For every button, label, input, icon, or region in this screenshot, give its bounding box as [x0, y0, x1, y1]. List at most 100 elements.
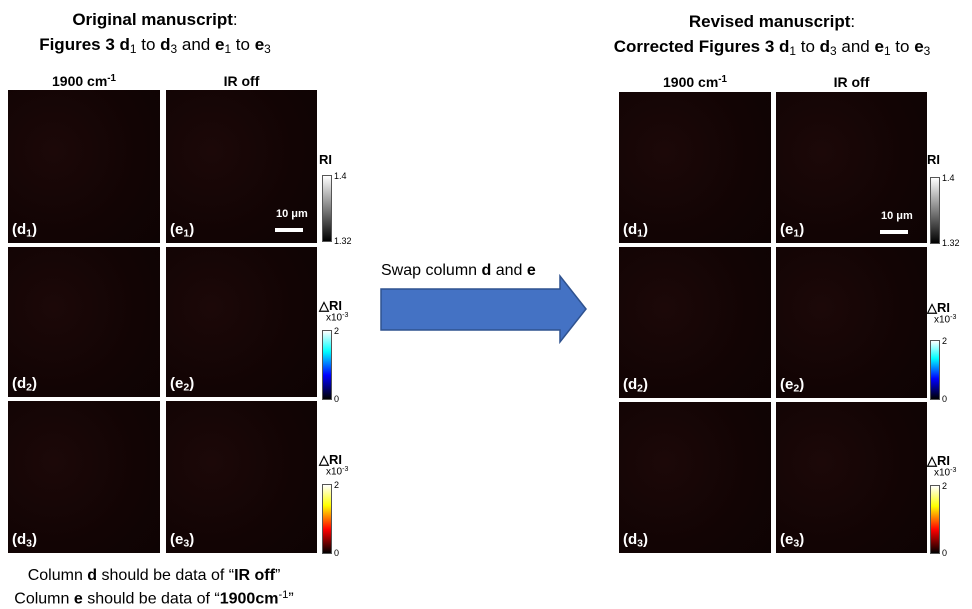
text-part: -3: [342, 466, 348, 473]
text-part: :: [850, 12, 855, 31]
text-part: Column: [28, 567, 88, 584]
text-part: 1900 cm: [52, 73, 107, 89]
text-part: ): [189, 375, 194, 392]
panel-label: (d1): [623, 221, 648, 240]
text-part: e: [874, 37, 883, 56]
text-part: should be data of “: [83, 591, 220, 608]
text-part: -1: [278, 589, 288, 601]
text-part: 1900cm: [220, 591, 279, 608]
colorbar: [322, 175, 332, 242]
text-part: ): [643, 376, 648, 393]
colorbar-tick: 1.32: [334, 236, 352, 246]
text-part: 1900 cm: [663, 74, 718, 90]
text-part: ): [189, 531, 194, 548]
text-part: ): [799, 376, 804, 393]
text-part: Corrected Figures 3: [614, 37, 779, 56]
text-part: Original manuscript: [72, 10, 233, 29]
text-part: 3: [171, 42, 178, 56]
text-part: Figures 3: [39, 35, 119, 54]
column-header: 1900 cm-1: [52, 73, 116, 89]
colorbar: [322, 484, 332, 554]
text-part: -1: [718, 74, 727, 85]
text-part: to: [137, 35, 161, 54]
text-part: (e: [170, 221, 183, 238]
text-part: and: [837, 37, 875, 56]
colorbar-exponent: x10-3: [326, 312, 348, 324]
colorbar-tick: 2: [942, 336, 947, 346]
text-part: to: [231, 35, 255, 54]
text-part: (e: [170, 375, 183, 392]
image-panel: (e3): [776, 402, 927, 553]
text-part: d: [160, 35, 170, 54]
text-part: ): [32, 221, 37, 238]
text-part: IR off: [834, 74, 870, 90]
panel-label: (e2): [170, 375, 194, 394]
subtitle: Figures 3 d1 to d3 and e1 to e3: [39, 35, 271, 56]
colorbar-tick: 1.4: [942, 173, 955, 183]
text-part: (e: [780, 531, 793, 548]
title: Original manuscript:: [72, 10, 237, 30]
panel-label: (e3): [170, 531, 194, 550]
colorbar-tick: 2: [942, 481, 947, 491]
text-part: 3: [264, 42, 271, 56]
note-line: Column d should be data of “IR off”: [28, 567, 281, 585]
panel-label: (d2): [12, 375, 37, 394]
text-part: Swap column: [381, 262, 482, 279]
text-part: ): [32, 375, 37, 392]
text-part: x10: [326, 467, 342, 478]
text-part: d: [779, 37, 789, 56]
text-part: -1: [107, 73, 116, 84]
column-header: IR off: [224, 73, 260, 89]
text-part: to: [796, 37, 820, 56]
text-part: :: [233, 10, 238, 29]
panel-label: (e2): [780, 376, 804, 395]
scale-bar-label: 10 μm: [881, 210, 913, 222]
colorbar-tick: 0: [334, 394, 339, 404]
text-part: (d: [12, 375, 26, 392]
text-part: (d: [623, 221, 637, 238]
text-part: x10: [934, 468, 950, 479]
text-part: 1: [884, 44, 891, 58]
text-part: x10: [326, 313, 342, 324]
image-panel: (d1): [619, 92, 771, 243]
column-header: IR off: [834, 74, 870, 90]
colorbar-tick: 1.32: [942, 238, 960, 248]
colorbar: [930, 177, 940, 244]
text-part: 1: [224, 42, 231, 56]
colorbar-tick: 0: [942, 394, 947, 404]
text-part: ): [799, 221, 804, 238]
panel-label: (e3): [780, 531, 804, 550]
text-part: ”: [288, 591, 293, 608]
text-part: ): [189, 221, 194, 238]
text-part: (d: [12, 221, 26, 238]
image-panel: (e3): [166, 401, 317, 553]
text-part: ): [32, 531, 37, 548]
image-panel: (d2): [619, 247, 771, 398]
text-part: IR off: [224, 73, 260, 89]
image-panel: (d3): [619, 402, 771, 553]
image-panel: (d3): [8, 401, 160, 553]
colorbar-exponent: x10-3: [326, 466, 348, 478]
text-part: e: [255, 35, 264, 54]
colorbar: [930, 340, 940, 400]
colorbar-tick: 2: [334, 480, 339, 490]
arrow-text: Swap column d and e: [381, 262, 536, 280]
subtitle: Corrected Figures 3 d1 to d3 and e1 to e…: [614, 37, 931, 58]
text-part: e: [527, 262, 536, 279]
text-part: Column: [14, 591, 74, 608]
colorbar-exponent: x10-3: [934, 467, 956, 479]
image-panel: (d2): [8, 247, 160, 397]
panel-label: (d2): [623, 376, 648, 395]
text-part: (e: [170, 531, 183, 548]
text-part: x10: [934, 315, 950, 326]
note-line: Column e should be data of “1900cm-1”: [14, 589, 293, 609]
text-part: IR off: [234, 567, 275, 584]
text-part: (d: [12, 531, 26, 548]
colorbar-tick: 0: [942, 548, 947, 558]
colorbar-label: RI: [319, 152, 332, 167]
text-part: should be data of “: [97, 567, 234, 584]
text-part: and: [491, 262, 527, 279]
text-part: to: [891, 37, 915, 56]
image-panel: (e1): [166, 90, 317, 243]
image-panel: (d1): [8, 90, 160, 243]
